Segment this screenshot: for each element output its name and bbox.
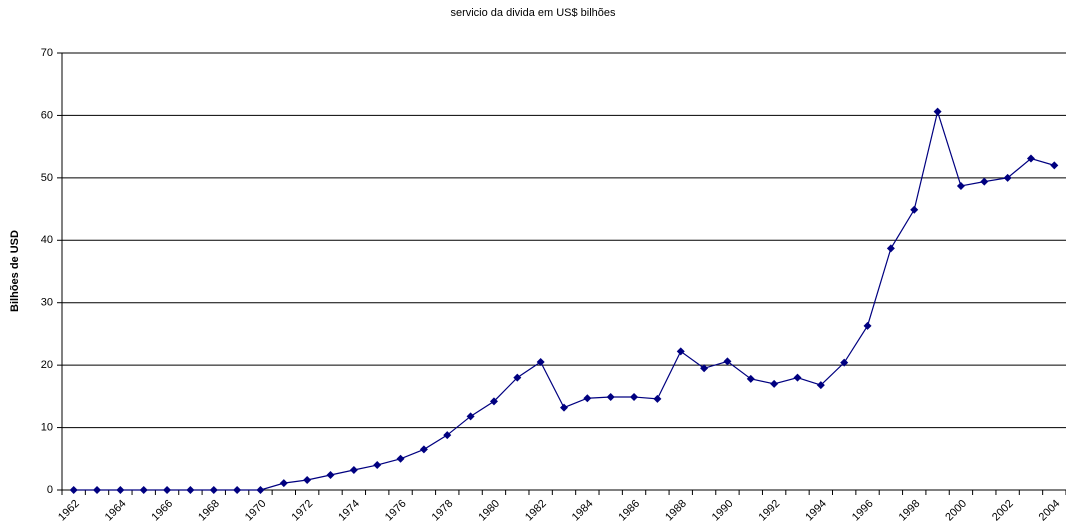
y-tick-label: 50 <box>41 172 53 184</box>
x-tick-label: 1964 <box>103 498 129 524</box>
x-tick-label: 2000 <box>943 498 969 524</box>
x-tick-label: 1978 <box>430 498 456 524</box>
marker <box>723 357 732 366</box>
marker <box>233 486 242 494</box>
marker <box>536 358 545 367</box>
y-tick-label: 40 <box>41 234 53 246</box>
marker <box>746 374 755 383</box>
marker <box>466 412 475 421</box>
marker <box>560 403 568 412</box>
y-tick-label: 10 <box>41 421 53 433</box>
marker <box>770 379 779 388</box>
marker <box>653 394 662 403</box>
x-tick-label: 1994 <box>803 498 829 524</box>
y-tick-label: 0 <box>47 484 53 496</box>
y-axis-label: Bilhões de USD <box>9 230 21 312</box>
marker <box>583 394 592 403</box>
marker <box>676 347 685 356</box>
marker <box>396 454 405 463</box>
marker <box>1003 173 1012 182</box>
x-tick-label: 1996 <box>850 498 876 524</box>
x-tick-label: 1982 <box>523 498 549 524</box>
y-tick-label: 20 <box>41 359 53 371</box>
marker <box>793 373 802 382</box>
marker <box>606 392 615 401</box>
marker <box>1026 154 1035 163</box>
x-tick-label: 1966 <box>149 498 175 524</box>
marker <box>326 471 335 480</box>
x-tick-label: 1980 <box>476 498 502 524</box>
marker <box>933 107 942 116</box>
marker <box>489 397 498 406</box>
marker <box>186 486 195 494</box>
x-tick-label: 1984 <box>570 498 596 524</box>
x-tick-label: 1974 <box>336 498 362 524</box>
marker <box>256 486 265 494</box>
x-tick-label: 1992 <box>757 498 783 524</box>
x-tick-label: 1988 <box>663 498 689 524</box>
marker <box>163 486 172 494</box>
marker <box>956 181 965 190</box>
marker <box>886 244 895 253</box>
marker <box>816 381 825 390</box>
marker <box>980 177 989 186</box>
x-tick-label: 1998 <box>897 498 923 524</box>
y-tick-label: 70 <box>41 47 53 59</box>
marker <box>910 205 919 214</box>
marker <box>116 486 125 494</box>
marker <box>1050 161 1059 170</box>
x-tick-label: 1976 <box>383 498 409 524</box>
marker <box>69 486 78 494</box>
marker <box>863 321 872 330</box>
x-tick-label: 2004 <box>1037 498 1063 524</box>
x-tick-label: 1986 <box>616 498 642 524</box>
y-tick-label: 60 <box>41 109 53 121</box>
chart-title: servicio da divida em US$ bilhões <box>450 7 616 19</box>
marker <box>93 486 102 494</box>
marker <box>209 486 218 494</box>
x-tick-label: 1990 <box>710 498 736 524</box>
marker <box>349 466 358 475</box>
marker <box>700 364 709 373</box>
marker <box>373 461 382 470</box>
marker <box>279 479 288 488</box>
y-tick-label: 30 <box>41 297 53 309</box>
marker <box>630 392 639 401</box>
x-tick-label: 1962 <box>56 498 82 524</box>
marker <box>840 358 849 367</box>
marker <box>139 486 148 494</box>
line <box>73 109 1055 491</box>
marker <box>513 373 522 382</box>
x-tick-label: 2002 <box>990 498 1016 524</box>
marker <box>443 431 452 440</box>
x-tick-label: 1968 <box>196 498 222 524</box>
marker <box>419 445 428 454</box>
x-tick-label: 1970 <box>243 498 269 524</box>
x-tick-label: 1972 <box>290 498 316 524</box>
marker <box>303 476 312 485</box>
